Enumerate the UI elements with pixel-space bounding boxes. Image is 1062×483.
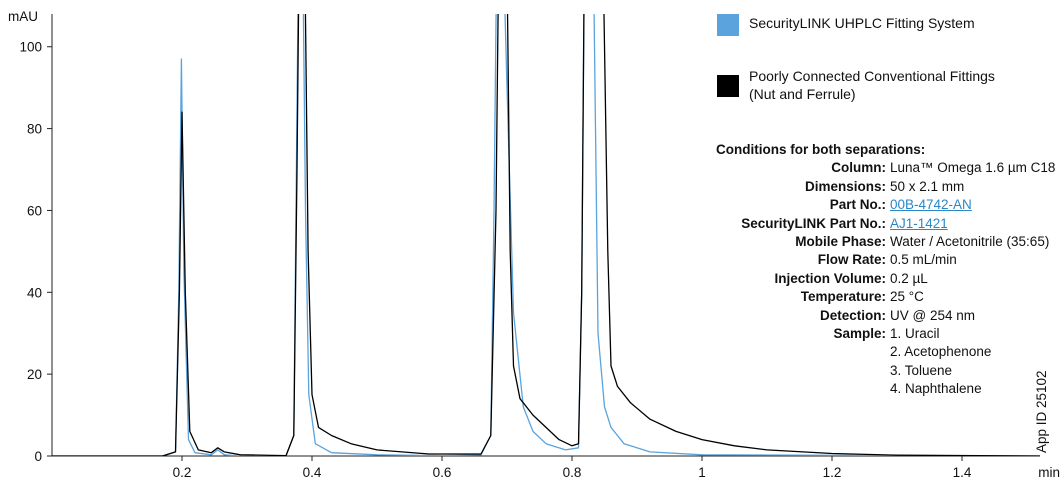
legend-item-securitylink: SecurityLINK UHPLC Fitting System <box>717 14 975 36</box>
x-tick-label: 0.4 <box>303 465 322 480</box>
condition-label: Mobile Phase: <box>795 234 886 250</box>
series-line-conventional <box>52 14 1040 456</box>
y-tick-label: 60 <box>27 203 42 218</box>
y-tick-label: 0 <box>34 449 42 464</box>
condition-value: 25 °C <box>890 289 924 305</box>
condition-value: Water / Acetonitrile (35:65) <box>890 234 1050 250</box>
x-tick-label: 0.6 <box>433 465 452 480</box>
series-line-securitylink <box>52 14 1040 456</box>
condition-label: Dimensions: <box>804 178 886 194</box>
x-tick-label: 1.4 <box>953 465 972 480</box>
conditions-title: Conditions for both separations: <box>716 142 926 157</box>
condition-value: 1. Uracil <box>890 326 940 342</box>
legend-swatch-conventional <box>717 75 739 97</box>
sample-item: 3. Toluene <box>890 362 953 378</box>
condition-value: 0.5 mL/min <box>890 252 957 268</box>
y-tick-label: 80 <box>27 122 42 137</box>
sample-list: 2. Acetophenone 3. Toluene 4. Naphthalen… <box>890 343 1055 398</box>
condition-label: SecurityLINK Part No.: <box>741 215 886 231</box>
condition-value: 50 x 2.1 mm <box>890 178 965 194</box>
y-unit-label: mAU <box>8 9 38 24</box>
legend-item-conventional: Poorly Connected Conventional Fittings (… <box>717 67 995 103</box>
condition-label: Column: <box>831 160 886 176</box>
sample-item: 2. Acetophenone <box>890 344 992 360</box>
condition-label: Injection Volume: <box>774 270 886 286</box>
legend-label-conventional-sub: (Nut and Ferrule) <box>749 86 856 102</box>
condition-row-part-no: Part No.: 00B-4742-AN <box>716 196 1055 214</box>
condition-label: Temperature: <box>800 289 886 305</box>
condition-row-securitylink-part-no: SecurityLINK Part No.: AJ1-1421 <box>716 215 1055 233</box>
x-tick-label: 0.8 <box>563 465 582 480</box>
app-id-label: App ID 25102 <box>1034 370 1049 453</box>
condition-value: 0.2 µL <box>890 270 928 286</box>
condition-label: Detection: <box>819 307 886 323</box>
condition-row-detection: Detection: UV @ 254 nm <box>716 307 1055 325</box>
part-number-link[interactable]: 00B-4742-AN <box>890 197 972 213</box>
condition-label: Part No.: <box>829 197 886 213</box>
condition-value: UV @ 254 nm <box>890 307 975 323</box>
condition-row-injection-volume: Injection Volume: 0.2 µL <box>716 270 1055 288</box>
y-tick-label: 100 <box>19 40 42 55</box>
y-tick-label: 40 <box>27 285 42 300</box>
sample-item: 4. Naphthalene <box>890 381 982 397</box>
x-tick-label: 0.2 <box>173 465 192 480</box>
condition-row-temperature: Temperature: 25 °C <box>716 288 1055 306</box>
condition-row-mobile-phase: Mobile Phase: Water / Acetonitrile (35:6… <box>716 233 1055 251</box>
series-group <box>52 14 1040 456</box>
legend-label-securitylink: SecurityLINK UHPLC Fitting System <box>749 15 975 31</box>
condition-row-sample: Sample: 1. Uracil <box>716 325 1055 343</box>
condition-label: Sample: <box>833 326 886 342</box>
condition-value: Luna™ Omega 1.6 µm C18 <box>890 160 1056 176</box>
legend-label-conventional: Poorly Connected Conventional Fittings <box>749 68 995 84</box>
condition-row-flow-rate: Flow Rate: 0.5 mL/min <box>716 251 1055 269</box>
x-tick-label: 1.2 <box>823 465 842 480</box>
condition-row-column: Column: Luna™ Omega 1.6 µm C18 <box>716 159 1055 177</box>
conditions-panel: Conditions for both separations: Column:… <box>716 141 1055 399</box>
x-unit-label: min <box>1038 465 1060 480</box>
securitylink-part-number-link[interactable]: AJ1-1421 <box>890 215 948 231</box>
x-tick-label: 1 <box>698 465 706 480</box>
legend-swatch-securitylink <box>717 14 739 36</box>
condition-label: Flow Rate: <box>817 252 886 268</box>
condition-row-dimensions: Dimensions: 50 x 2.1 mm <box>716 178 1055 196</box>
y-tick-label: 20 <box>27 367 42 382</box>
